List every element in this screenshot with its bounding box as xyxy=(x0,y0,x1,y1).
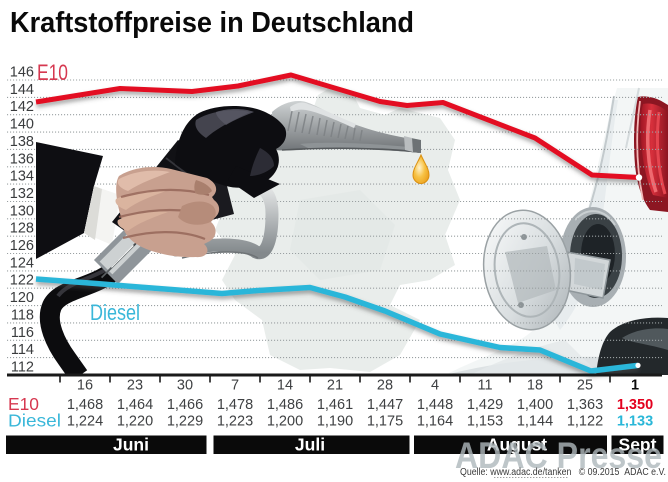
svg-text:116: 116 xyxy=(11,325,34,341)
svg-text:23: 23 xyxy=(127,378,143,394)
svg-text:E10: E10 xyxy=(8,394,39,414)
svg-text:1,144: 1,144 xyxy=(517,414,553,430)
svg-text:1,133: 1,133 xyxy=(617,414,653,430)
svg-text:E10: E10 xyxy=(37,60,68,85)
svg-text:130: 130 xyxy=(10,203,34,219)
svg-text:126: 126 xyxy=(10,238,34,254)
svg-text:1,223: 1,223 xyxy=(217,414,253,430)
svg-text:ADAC Presse: ADAC Presse xyxy=(455,435,662,476)
svg-text:16: 16 xyxy=(77,378,93,394)
svg-text:Diesel: Diesel xyxy=(8,411,61,431)
svg-text:August: August xyxy=(487,435,547,455)
svg-text:1,224: 1,224 xyxy=(67,414,103,430)
svg-text:1,448: 1,448 xyxy=(417,397,453,413)
svg-text:138: 138 xyxy=(10,134,34,150)
svg-text:1,175: 1,175 xyxy=(367,414,403,430)
svg-text:Quelle: www.adac.de/tanken ©: Quelle: www.adac.de/tanken © 09.2015 ADA… xyxy=(460,467,666,478)
svg-text:136: 136 xyxy=(10,151,34,167)
svg-text:21: 21 xyxy=(327,378,343,394)
svg-text:Kraftstoffpreise in Deutschlan: Kraftstoffpreise in Deutschland xyxy=(10,7,414,39)
svg-text:1: 1 xyxy=(631,378,639,394)
svg-text:Sept: Sept xyxy=(619,435,657,455)
svg-text:1,468: 1,468 xyxy=(67,397,103,413)
svg-text:1,363: 1,363 xyxy=(567,397,603,413)
svg-text:1,200: 1,200 xyxy=(267,414,303,430)
svg-text:120: 120 xyxy=(10,290,34,306)
svg-text:146: 146 xyxy=(10,65,34,81)
svg-text:Juli: Juli xyxy=(295,435,325,455)
svg-text:114: 114 xyxy=(11,342,34,358)
svg-text:4: 4 xyxy=(431,378,439,394)
svg-text:1,164: 1,164 xyxy=(417,414,453,430)
svg-text:14: 14 xyxy=(277,378,293,394)
svg-text:132: 132 xyxy=(10,186,34,202)
svg-text:124: 124 xyxy=(10,255,34,271)
svg-text:18: 18 xyxy=(527,378,543,394)
svg-text:1,122: 1,122 xyxy=(567,414,603,430)
svg-text:118: 118 xyxy=(11,307,34,323)
svg-text:Juni: Juni xyxy=(113,435,149,455)
svg-text:Diesel: Diesel xyxy=(90,300,140,325)
svg-text:1,153: 1,153 xyxy=(467,414,503,430)
svg-text:11: 11 xyxy=(477,378,492,394)
svg-text:112: 112 xyxy=(11,360,34,376)
svg-text:1,350: 1,350 xyxy=(617,397,653,413)
svg-text:122: 122 xyxy=(10,273,34,289)
svg-text:1,220: 1,220 xyxy=(117,414,153,430)
svg-text:128: 128 xyxy=(10,221,34,237)
svg-text:134: 134 xyxy=(10,169,34,185)
svg-text:142: 142 xyxy=(10,99,34,115)
svg-text:1,190: 1,190 xyxy=(317,414,353,430)
svg-text:1,466: 1,466 xyxy=(167,397,203,413)
svg-text:30: 30 xyxy=(177,378,193,394)
svg-text:140: 140 xyxy=(10,117,34,133)
svg-text:1,486: 1,486 xyxy=(267,397,303,413)
svg-text:1,464: 1,464 xyxy=(117,397,153,413)
svg-text:144: 144 xyxy=(10,82,34,98)
svg-text:1,400: 1,400 xyxy=(517,397,553,413)
svg-text:1,447: 1,447 xyxy=(367,397,403,413)
svg-text:1,478: 1,478 xyxy=(217,397,253,413)
svg-text:7: 7 xyxy=(231,378,239,394)
svg-text:25: 25 xyxy=(577,378,593,394)
svg-text:28: 28 xyxy=(377,378,393,394)
svg-text:1,461: 1,461 xyxy=(317,397,353,413)
svg-text:1,229: 1,229 xyxy=(167,414,203,430)
svg-text:1,429: 1,429 xyxy=(467,397,503,413)
